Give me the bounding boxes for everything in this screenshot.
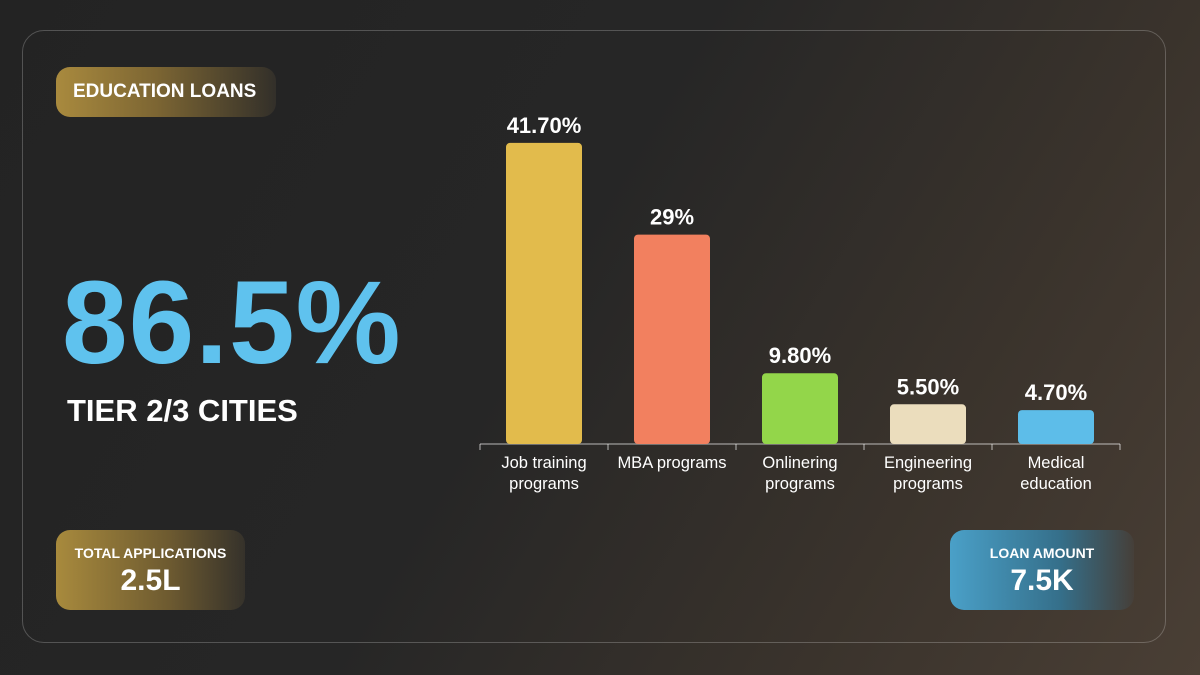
stat-card: LOAN AMOUNT 7.5K — [950, 530, 1134, 610]
x-tick-label: Job training programs — [501, 454, 587, 493]
x-tick-label: Medical education — [1020, 454, 1092, 493]
bar — [762, 373, 838, 444]
value-label: 4.70% — [1025, 380, 1087, 405]
stat-card: TOTAL APPLICATIONS 2.5L — [56, 530, 245, 610]
value-label: 9.80% — [769, 343, 831, 368]
bar — [890, 404, 966, 444]
value-label: 5.50% — [897, 374, 959, 399]
bar — [634, 234, 710, 444]
card — [22, 30, 1166, 643]
headline-caption: TIER 2/3 CITIES — [67, 393, 298, 428]
headline-value: 86.5% — [62, 257, 402, 389]
badge: EDUCATION LOANS — [56, 67, 276, 117]
stat-label: LOAN AMOUNT — [989, 545, 1095, 561]
bar — [506, 142, 582, 444]
x-tick-label: Onlinering programs — [762, 454, 838, 493]
x-tick-label: Engineering programs — [883, 454, 973, 493]
x-tick-label: MBA programs — [617, 454, 727, 472]
stat-value: 7.5K — [1010, 564, 1074, 597]
stat-value: 2.5L — [120, 564, 181, 597]
value-label: 29% — [650, 205, 694, 230]
stat-label: TOTAL APPLICATIONS — [74, 545, 227, 561]
value-label: 41.70% — [507, 113, 582, 138]
bar — [1018, 410, 1094, 444]
